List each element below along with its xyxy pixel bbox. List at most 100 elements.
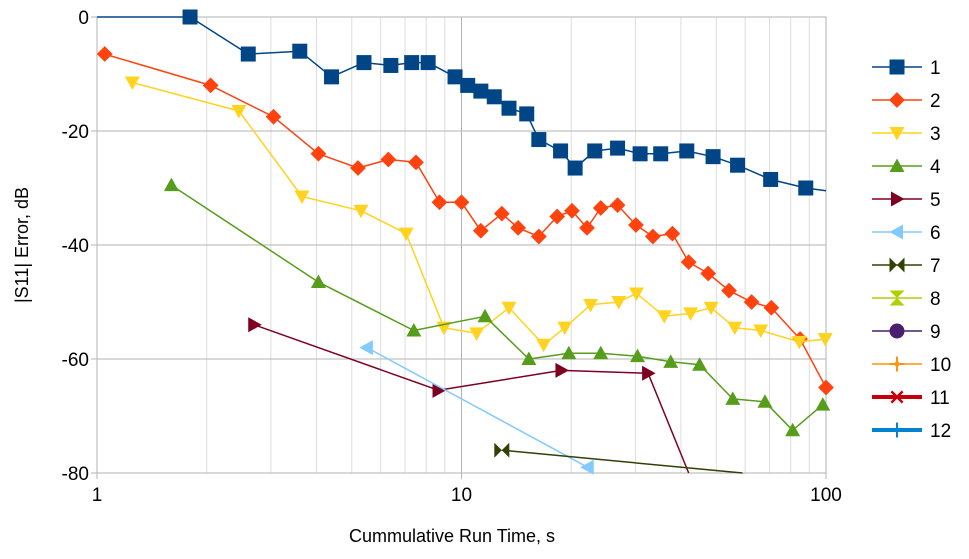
legend-marker: [891, 191, 905, 207]
legend-marker: [889, 422, 905, 438]
data-point: [763, 299, 780, 316]
tick-labels: 0 -20 -40 -60 -801 10 100: [62, 8, 842, 506]
legend-label: 2: [930, 91, 941, 112]
data-point: [292, 43, 308, 59]
data-point: [587, 143, 603, 159]
data-point: [592, 200, 609, 216]
legend-marker: [890, 390, 904, 404]
series-line-4: [170, 184, 824, 432]
data-point: [294, 190, 310, 205]
legend-marker: [889, 257, 905, 273]
legend-marker: [889, 92, 905, 108]
data-point: [521, 351, 537, 365]
data-point: [785, 422, 801, 437]
series-7: [494, 442, 743, 474]
data-point: [721, 282, 737, 299]
data-point: [469, 327, 485, 341]
data-point: [679, 143, 695, 159]
data-point: [350, 160, 366, 176]
data-point: [692, 357, 708, 371]
data-point: [630, 348, 646, 363]
data-point: [656, 310, 672, 324]
data-point: [447, 69, 463, 85]
legend-label: 3: [930, 124, 941, 145]
series-5: [248, 317, 690, 474]
series-4: [163, 177, 831, 437]
data-point: [432, 382, 447, 398]
data-point: [553, 143, 569, 159]
legend-marker: [889, 290, 905, 306]
legend-label: 10: [930, 355, 951, 376]
data-point: [791, 335, 807, 350]
legend-item-7: 7: [872, 256, 941, 277]
data-point: [404, 55, 420, 71]
data-point: [645, 228, 661, 245]
data-point: [494, 442, 510, 458]
legend-marker: [889, 224, 903, 240]
legend-label: 12: [930, 421, 951, 442]
legend-marker: [889, 127, 905, 141]
series-1: [97, 9, 827, 196]
y-tick-label: -20: [62, 122, 89, 143]
data-point: [310, 145, 327, 162]
x-tick-label: 10: [451, 485, 472, 506]
data-point: [557, 321, 573, 336]
data-point: [408, 154, 424, 171]
series-line-3: [132, 81, 826, 346]
legend-label: 5: [930, 190, 941, 211]
legend-item-2: 2: [872, 91, 941, 112]
data-point: [609, 197, 626, 213]
legend-label: 9: [930, 322, 941, 343]
data-point: [700, 265, 717, 282]
data-point: [431, 194, 448, 211]
data-point: [743, 294, 760, 310]
data-point: [536, 338, 552, 353]
data-point: [380, 151, 397, 168]
data-point: [642, 365, 656, 381]
data-point: [383, 57, 399, 73]
data-point: [564, 202, 580, 219]
legend-marker: [889, 158, 905, 172]
data-point: [680, 254, 697, 270]
series-3: [124, 76, 833, 353]
legend-item-5: 5: [872, 190, 941, 211]
x-tick-label: 1: [92, 485, 103, 506]
data-point: [473, 83, 489, 99]
data-point: [653, 146, 669, 162]
y-axis-title: |S11| Error, dB: [12, 187, 32, 303]
series-line-5: [253, 324, 690, 474]
series-group: [96, 9, 834, 475]
data-point: [353, 204, 369, 219]
legend-item-9: 9: [872, 322, 941, 343]
data-point: [510, 220, 526, 236]
data-point: [501, 100, 517, 116]
series-line-2: [104, 53, 827, 388]
data-point: [240, 46, 256, 62]
data-point: [632, 146, 648, 162]
data-point: [96, 46, 113, 62]
data-point: [798, 180, 814, 196]
data-point: [580, 459, 594, 475]
data-point: [815, 397, 831, 411]
data-point: [763, 171, 779, 187]
data-point: [310, 274, 326, 289]
legend-label: 4: [930, 157, 941, 178]
data-point: [231, 105, 247, 119]
data-point: [705, 149, 721, 165]
data-point: [486, 89, 502, 105]
data-point: [628, 217, 644, 233]
data-point: [406, 323, 422, 337]
data-point: [610, 140, 626, 156]
series-line-6: [366, 346, 589, 468]
legend-label: 7: [930, 256, 941, 277]
data-point: [628, 287, 644, 301]
data-point: [583, 298, 599, 313]
data-point: [753, 324, 769, 338]
data-point: [555, 362, 569, 378]
legend-item-10: 10: [872, 355, 951, 376]
data-point: [453, 194, 470, 211]
legend-item-3: 3: [872, 124, 941, 145]
data-point: [163, 177, 179, 192]
